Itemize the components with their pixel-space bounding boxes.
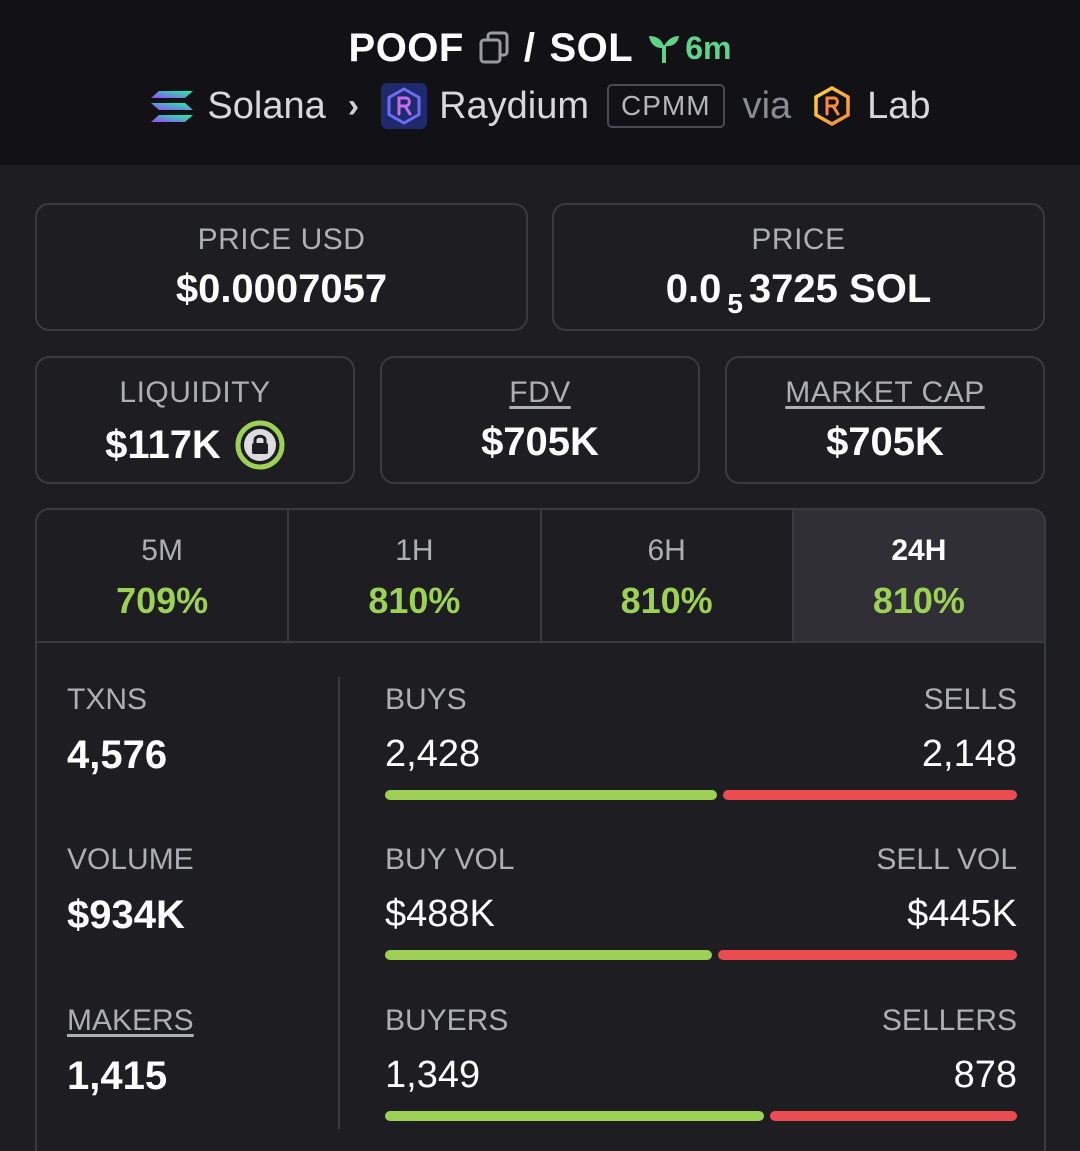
liquidity-value-row: $117K <box>37 420 353 470</box>
sells-value: 2,148 <box>921 733 1017 775</box>
price-native-label: PRICE <box>751 223 846 256</box>
price-native-zero-count: 5 <box>727 287 743 319</box>
buy-vol-value: $488K <box>385 893 495 935</box>
makers-value: 1,415 <box>67 1054 168 1098</box>
tab-change: 810% <box>368 580 461 621</box>
chain-dex-row: Solana › Raydium CPMM via <box>0 80 1080 132</box>
liquidity-label: LIQUIDITY <box>119 376 271 409</box>
dex-name[interactable]: Raydium <box>439 84 590 127</box>
market-cap-value: $705K <box>727 420 1043 465</box>
buys-label: BUYS <box>385 683 467 716</box>
sell-vol-bar-fill <box>718 950 1017 960</box>
liquidity-value: $117K <box>105 422 221 467</box>
buyers-bar-fill <box>385 1111 764 1121</box>
copy-icon[interactable] <box>478 31 510 65</box>
liquidity-card: LIQUIDITY $117K <box>35 356 355 484</box>
pair-age: 6m <box>647 30 731 67</box>
price-usd-amount: $0.0007057 <box>175 267 388 311</box>
buy-vol-label: BUY VOL <box>385 843 515 876</box>
lock-icon[interactable] <box>235 420 285 470</box>
price-usd-card: PRICE USD $0.0007057 <box>35 203 528 331</box>
buys-sells-bar <box>385 790 1017 800</box>
market-cap-label[interactable]: MARKET CAP <box>785 376 985 409</box>
sell-vol-label: SELL VOL <box>876 843 1017 876</box>
sellers-label: SELLERS <box>881 1004 1017 1037</box>
txns-label: TXNS <box>67 683 148 716</box>
volume-value: $934K <box>67 893 185 937</box>
chevron-right-icon: › <box>347 86 360 125</box>
volume-label: VOLUME <box>67 843 194 876</box>
txns-value: 4,576 <box>67 733 168 777</box>
tab-label: 24H <box>891 534 947 567</box>
tab-label: 5M <box>141 534 183 567</box>
price-native-card: PRICE 0.0 5 3725 SOL <box>552 203 1045 331</box>
pair-title-row: POOF / SOL 6m <box>0 20 1080 76</box>
buys-sells-stat: BUYS SELLS 2,428 2,148 <box>385 683 1017 800</box>
buyers-sellers-stat: BUYERS SELLERS 1,349 878 <box>385 1004 1017 1121</box>
sellers-bar-fill <box>770 1111 1017 1121</box>
price-usd-label: PRICE USD <box>197 223 366 256</box>
buys-bar-fill <box>385 790 717 800</box>
solana-logo-icon <box>149 83 195 129</box>
fdv-amount: $705K <box>481 420 599 464</box>
tab-5m[interactable]: 5M 709% <box>37 510 290 641</box>
volume-split-bar <box>385 950 1017 960</box>
pool-type-badge: CPMM <box>607 84 725 128</box>
quote-token-symbol: SOL <box>549 25 634 70</box>
raydium-logo-icon <box>381 83 428 129</box>
tab-label: 1H <box>395 534 434 567</box>
makers-label[interactable]: MAKERS <box>67 1004 194 1037</box>
buy-vol-bar-fill <box>385 950 712 960</box>
tab-1h[interactable]: 1H 810% <box>289 510 542 641</box>
tab-change: 709% <box>116 580 209 621</box>
volume-split-stat: BUY VOL SELL VOL $488K $445K <box>385 843 1017 960</box>
txns-stat: TXNS 4,576 <box>67 683 167 778</box>
chain-name[interactable]: Solana <box>207 84 326 127</box>
fdv-card: FDV $705K <box>380 356 700 484</box>
tab-change: 810% <box>620 580 713 621</box>
stats-panel: TXNS 4,576 VOLUME $934K MAKERS 1,415 BUY… <box>35 641 1046 1151</box>
tab-6h[interactable]: 6H 810% <box>542 510 794 641</box>
pair-separator: / <box>523 25 536 70</box>
via-text: via <box>742 84 792 127</box>
base-token-symbol: POOF <box>348 25 464 70</box>
market-cap-amount: $705K <box>826 420 944 464</box>
price-native-prefix: 0.0 <box>665 267 722 311</box>
buyers-value: 1,349 <box>385 1054 481 1096</box>
buys-value: 2,428 <box>385 733 481 775</box>
fdv-value: $705K <box>382 420 698 465</box>
sell-vol-value: $445K <box>907 893 1017 935</box>
tab-24h[interactable]: 24H 810% <box>793 510 1044 641</box>
sells-bar-fill <box>723 790 1017 800</box>
market-cap-card: MARKET CAP $705K <box>725 356 1045 484</box>
tab-label: 6H <box>647 534 686 567</box>
stats-divider <box>338 677 340 1129</box>
sprout-icon <box>647 33 681 64</box>
fdv-label[interactable]: FDV <box>509 376 571 409</box>
pair-age-value: 6m <box>685 29 732 66</box>
launchpad-name[interactable]: Lab <box>867 84 931 127</box>
tab-change: 810% <box>872 580 965 621</box>
buyers-sellers-bar <box>385 1111 1017 1121</box>
price-native-suffix: 3725 SOL <box>748 267 932 311</box>
sellers-value: 878 <box>953 1054 1017 1096</box>
lab-logo-icon <box>809 83 855 129</box>
sells-label: SELLS <box>923 683 1017 716</box>
pair-header: POOF / SOL 6m <box>0 0 1080 165</box>
price-native-value: 0.0 5 3725 SOL <box>554 267 1043 319</box>
volume-stat: VOLUME $934K <box>67 843 194 938</box>
timeframe-tabs: 5M 709% 1H 810% 6H 810% 24H 810% <box>35 508 1046 641</box>
price-usd-value: $0.0007057 <box>37 267 526 312</box>
makers-stat: MAKERS 1,415 <box>67 1004 194 1099</box>
buyers-label: BUYERS <box>385 1004 509 1037</box>
